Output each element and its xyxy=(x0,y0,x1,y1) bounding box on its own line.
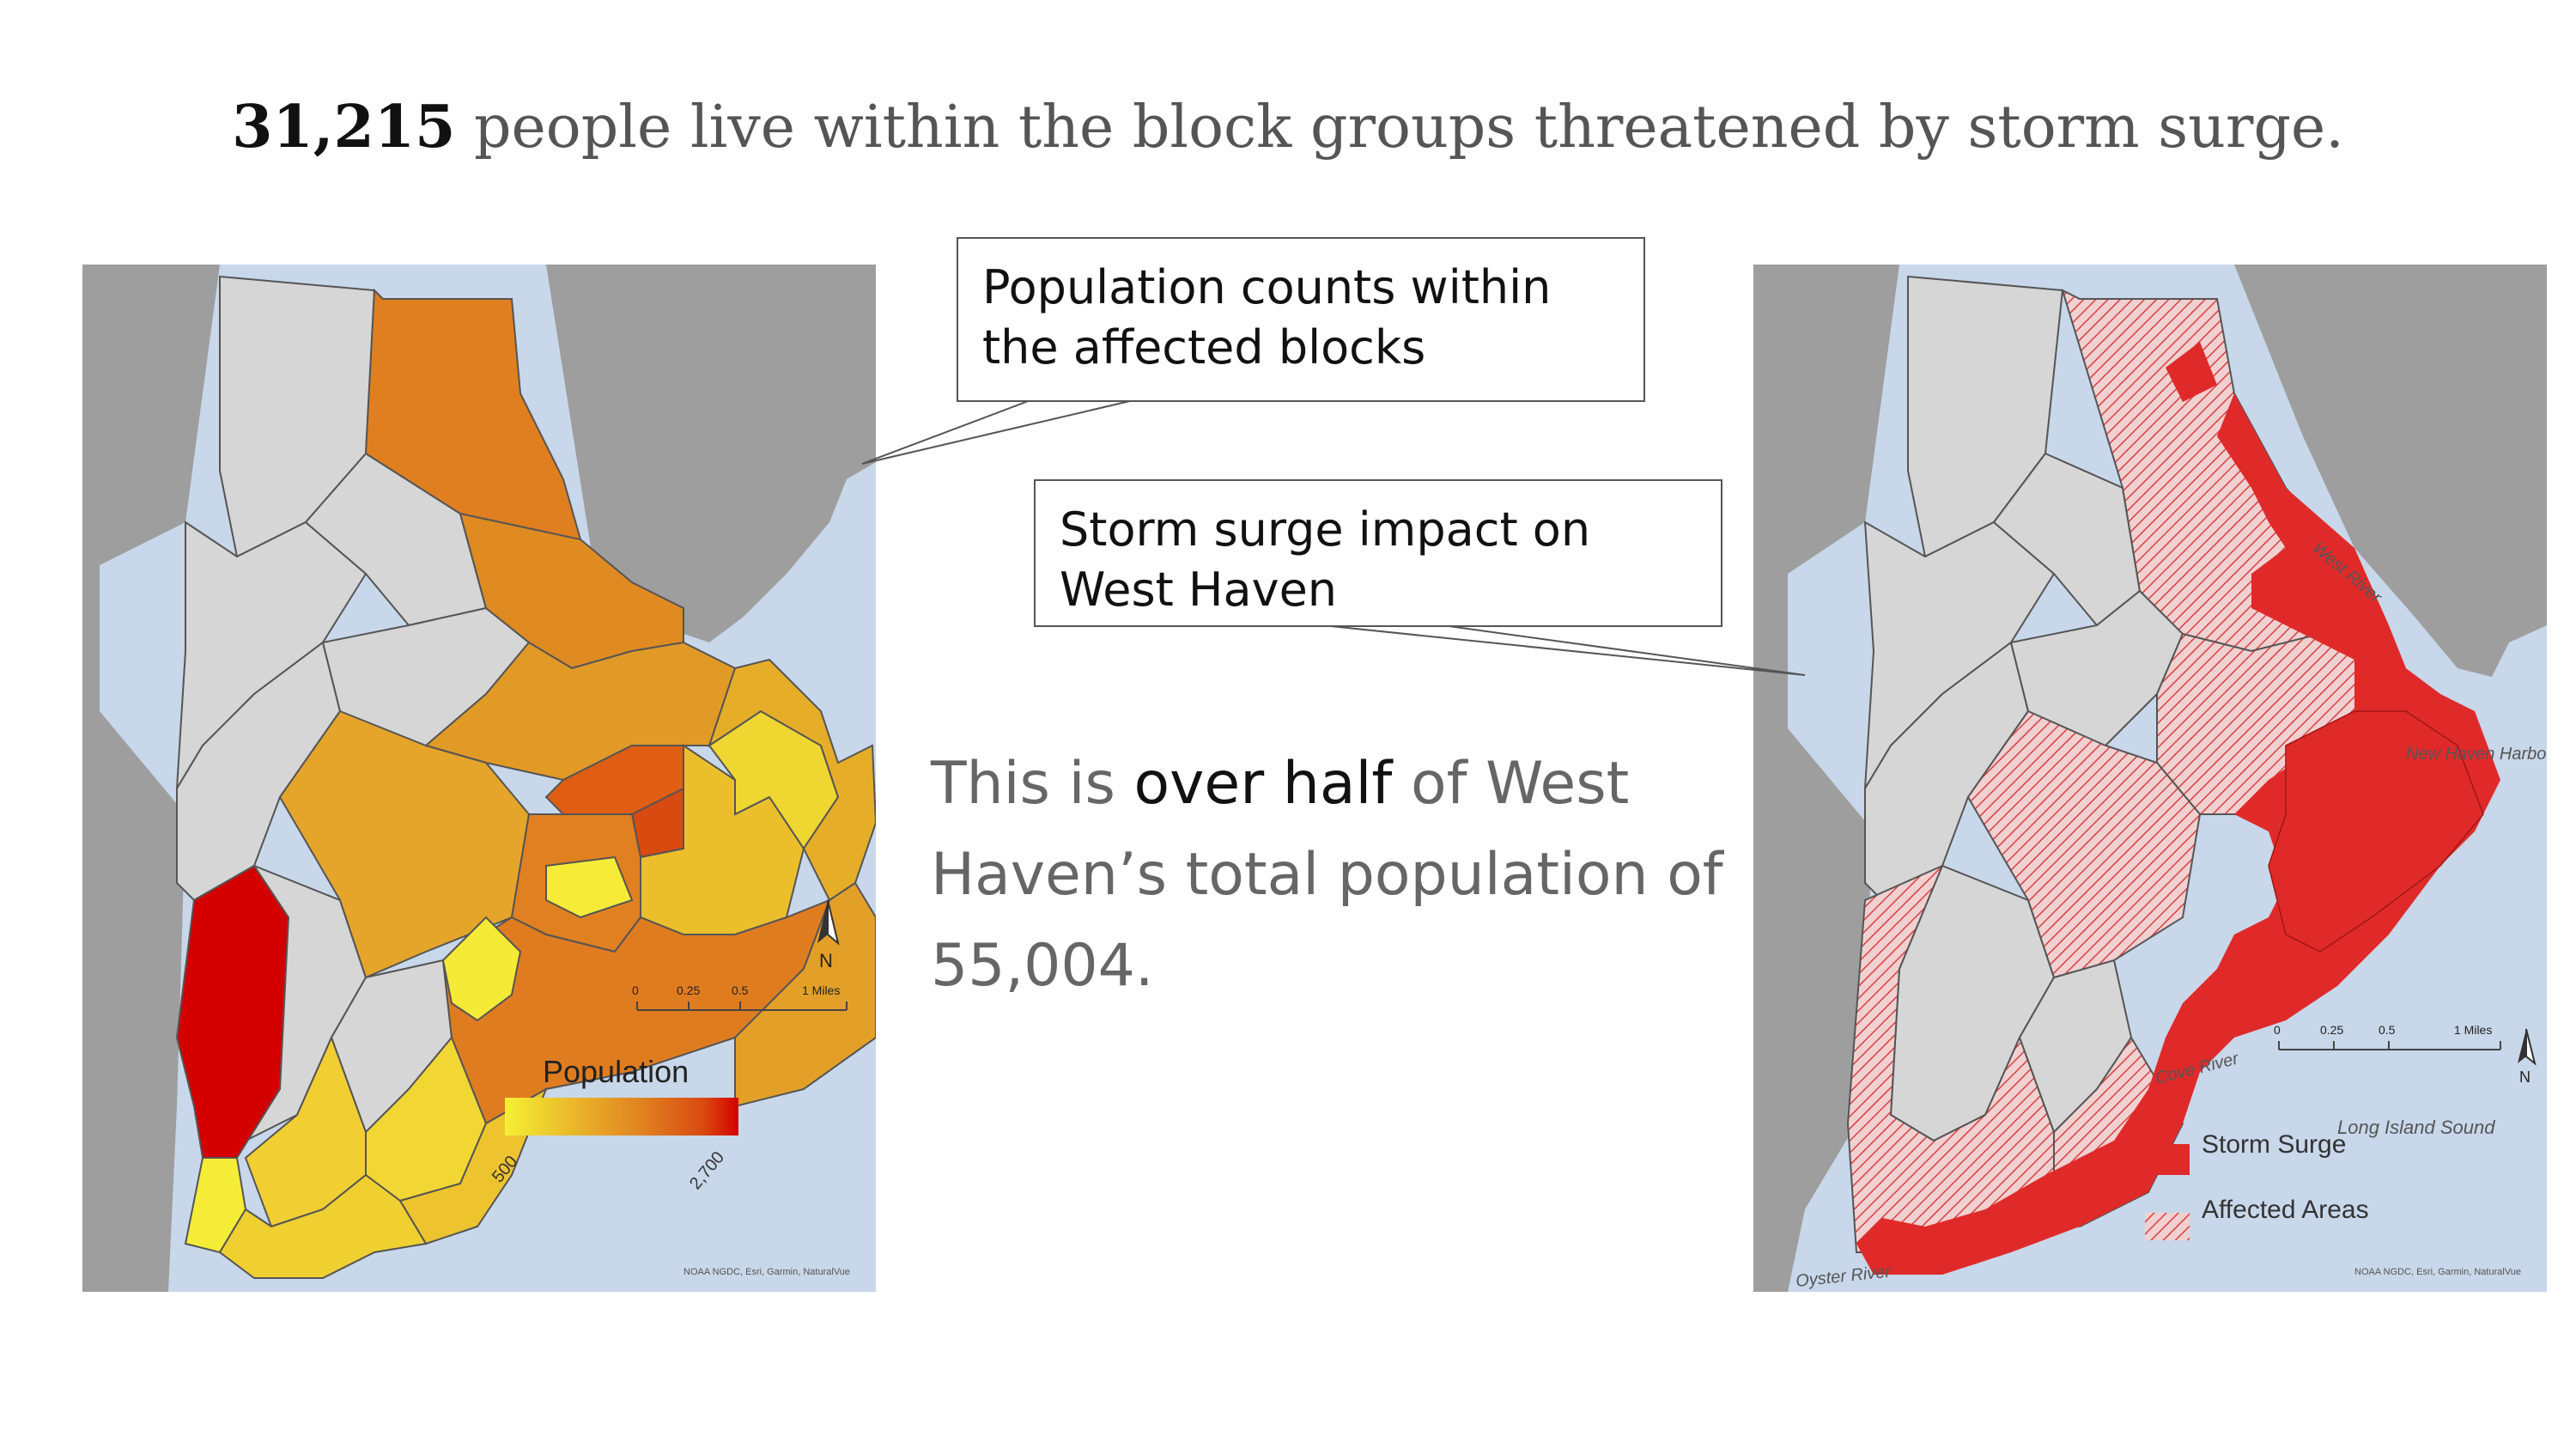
legend-surge-swatch xyxy=(2145,1144,2190,1175)
scale-bar xyxy=(2278,1041,2501,1050)
headline-text: people live within the block groups thre… xyxy=(474,94,2344,161)
affected-area xyxy=(1966,709,2202,979)
label-sound: Long Island Sound xyxy=(2337,1117,2495,1138)
summary-text: This is over half of West Haven’s total … xyxy=(931,739,1738,1012)
legend-gradient xyxy=(505,1098,738,1135)
block-group xyxy=(545,855,634,919)
scale-label-05: 0.5 xyxy=(732,983,749,997)
scale-label-1: 1 Miles xyxy=(2454,1023,2492,1037)
outside-land-ne xyxy=(2234,265,2547,677)
legend-surge-label: Storm Surge xyxy=(2202,1130,2346,1159)
summary-pre: This is xyxy=(931,750,1115,818)
north-label: N xyxy=(819,950,833,971)
storm-surge-area xyxy=(2268,710,2484,953)
callout-surge: Storm surge impact on West Haven xyxy=(1034,479,1722,627)
scale-label-0: 0 xyxy=(632,983,639,997)
scale-label-0: 0 xyxy=(2274,1023,2281,1037)
storm-surge-area xyxy=(2166,342,2217,402)
block-group xyxy=(441,916,522,1022)
outside-land-west xyxy=(1753,265,1899,1292)
legend-title: Population xyxy=(543,1054,689,1089)
scale-bar xyxy=(636,1002,848,1011)
summary-post: of West Haven’s total population of 55,0… xyxy=(931,750,1723,1000)
outside-land-ne xyxy=(546,265,876,642)
scale-label-025: 0.25 xyxy=(677,983,700,997)
storm-surge-area xyxy=(1856,393,2500,1275)
label-harbor: New Haven Harbor xyxy=(2406,745,2547,764)
north-arrow-icon xyxy=(2518,1028,2537,1066)
headline-stat: 31,215 xyxy=(232,93,456,161)
attribution: NOAA NGDC, Esri, Garmin, NaturalVue xyxy=(2354,1267,2521,1277)
summary-emphasis: over half xyxy=(1133,750,1393,818)
storm-surge-map: West River New Haven Harbor Cove River L… xyxy=(1753,265,2547,1292)
callout-population-text: Population counts within the affected bl… xyxy=(982,260,1552,374)
north-label: N xyxy=(2519,1068,2530,1086)
block-group xyxy=(734,881,876,1108)
legend-affected-label: Affected Areas xyxy=(2202,1196,2369,1224)
callout-surge-text: Storm surge impact on West Haven xyxy=(1060,502,1591,617)
scale-label-025: 0.25 xyxy=(2320,1023,2343,1037)
legend-affected-swatch xyxy=(2145,1213,2190,1240)
scale-label-05: 0.5 xyxy=(2379,1023,2396,1037)
block-group xyxy=(218,1173,428,1279)
population-map: Population 500 2,700 N 0 0.25 0.5 1 Mile… xyxy=(82,265,876,1292)
callout-population: Population counts within the affected bl… xyxy=(957,237,1645,402)
north-arrow-icon xyxy=(817,899,840,946)
headline: 31,215 people live within the block grou… xyxy=(0,93,2576,161)
attribution: NOAA NGDC, Esri, Garmin, NaturalVue xyxy=(683,1267,850,1277)
scale-label-1: 1 Miles xyxy=(802,983,840,997)
